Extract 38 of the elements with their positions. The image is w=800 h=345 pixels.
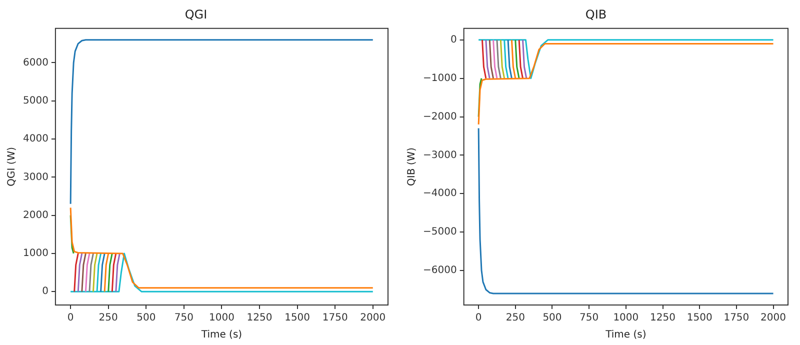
x-tick-label: 500: [136, 312, 156, 324]
y-axis-title: QIB (W): [406, 147, 418, 186]
x-tick-label: 750: [580, 312, 599, 324]
x-tick-label: 1250: [650, 312, 676, 324]
y-tick-label: 0: [42, 286, 48, 298]
y-tick-label: −3000: [423, 150, 457, 161]
x-tick-label: 1750: [724, 312, 750, 324]
x-tick-label: 1000: [613, 312, 639, 324]
x-tick-label: 250: [506, 312, 525, 324]
x-tick-label: 750: [174, 312, 194, 324]
y-tick-label: 6000: [22, 57, 48, 68]
x-axis-title: Time (s): [200, 330, 242, 341]
x-tick-label: 2000: [360, 312, 386, 324]
y-tick-label: 5000: [22, 95, 48, 106]
x-tick-label: 1500: [686, 312, 712, 324]
x-axis-title: Time (s): [604, 330, 646, 341]
x-tick-label: 1500: [284, 312, 310, 324]
y-tick-label: −6000: [423, 265, 457, 276]
x-tick-label: 1750: [322, 312, 348, 324]
chart-title: QIB: [585, 7, 607, 22]
y-tick-label: 1000: [22, 248, 48, 260]
x-tick-label: 1250: [246, 312, 272, 324]
y-tick-label: −5000: [423, 226, 457, 238]
x-tick-label: 250: [98, 312, 118, 324]
x-tick-label: 0: [67, 312, 74, 324]
chart-title: QGI: [184, 7, 208, 22]
x-tick-label: 1000: [209, 312, 234, 324]
y-tick-label: 4000: [22, 134, 48, 145]
y-tick-label: 0: [450, 34, 457, 46]
x-tick-label: 2000: [760, 312, 786, 324]
y-tick-label: 2000: [22, 210, 48, 221]
y-tick-label: −2000: [423, 111, 457, 122]
y-tick-label: −1000: [423, 72, 457, 84]
y-tick-label: 3000: [22, 172, 48, 183]
x-tick-label: 500: [542, 312, 562, 324]
x-tick-label: 0: [475, 312, 482, 324]
y-axis-title: QGI (W): [6, 146, 18, 186]
y-tick-label: −4000: [423, 188, 457, 200]
